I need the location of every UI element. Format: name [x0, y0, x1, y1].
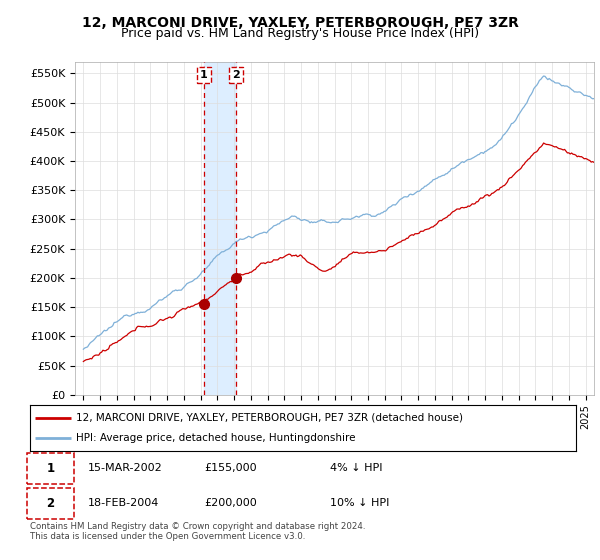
Text: Contains HM Land Registry data © Crown copyright and database right 2024.
This d: Contains HM Land Registry data © Crown c…: [30, 522, 365, 542]
Text: £155,000: £155,000: [205, 464, 257, 473]
Text: 2: 2: [232, 70, 240, 80]
Text: HPI: Average price, detached house, Huntingdonshire: HPI: Average price, detached house, Hunt…: [76, 433, 356, 443]
FancyBboxPatch shape: [27, 488, 74, 519]
Text: 1: 1: [46, 462, 55, 475]
Text: 10% ↓ HPI: 10% ↓ HPI: [331, 498, 389, 508]
Text: 12, MARCONI DRIVE, YAXLEY, PETERBOROUGH, PE7 3ZR (detached house): 12, MARCONI DRIVE, YAXLEY, PETERBOROUGH,…: [76, 413, 463, 423]
Text: 4% ↓ HPI: 4% ↓ HPI: [331, 464, 383, 473]
Text: 15-MAR-2002: 15-MAR-2002: [88, 464, 162, 473]
Bar: [204, 62, 236, 395]
Text: Price paid vs. HM Land Registry's House Price Index (HPI): Price paid vs. HM Land Registry's House …: [121, 27, 479, 40]
Text: 18-FEB-2004: 18-FEB-2004: [88, 498, 159, 508]
Text: 2: 2: [46, 497, 55, 510]
Text: 1: 1: [200, 70, 208, 80]
Text: £200,000: £200,000: [205, 498, 257, 508]
FancyBboxPatch shape: [27, 453, 74, 484]
Text: 12, MARCONI DRIVE, YAXLEY, PETERBOROUGH, PE7 3ZR: 12, MARCONI DRIVE, YAXLEY, PETERBOROUGH,…: [82, 16, 518, 30]
